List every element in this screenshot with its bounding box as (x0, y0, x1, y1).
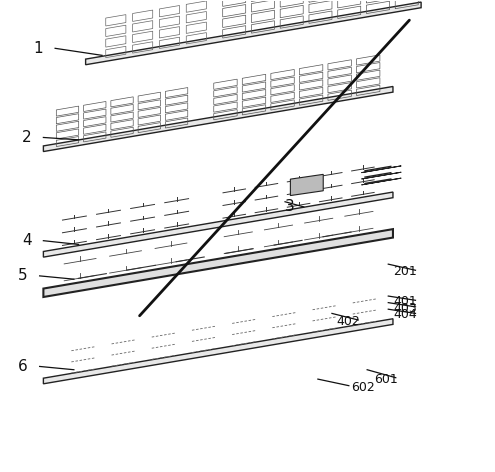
Text: 5: 5 (18, 269, 28, 283)
Polygon shape (361, 172, 401, 179)
Polygon shape (86, 2, 421, 65)
Text: 3: 3 (285, 199, 295, 214)
Text: 2: 2 (22, 130, 32, 145)
Text: 401: 401 (394, 295, 417, 308)
Text: 403: 403 (394, 302, 417, 315)
Polygon shape (44, 192, 393, 257)
Text: 4: 4 (22, 233, 32, 248)
Text: 402: 402 (337, 315, 360, 328)
Text: 404: 404 (394, 308, 417, 321)
Polygon shape (361, 178, 401, 185)
Text: 201: 201 (394, 265, 417, 278)
Polygon shape (361, 166, 401, 173)
Polygon shape (44, 86, 393, 152)
Text: 6: 6 (18, 359, 28, 374)
Text: 602: 602 (351, 380, 375, 394)
Text: 601: 601 (374, 372, 397, 386)
Polygon shape (44, 319, 393, 384)
Text: 1: 1 (34, 41, 44, 56)
Polygon shape (44, 229, 393, 297)
Polygon shape (291, 174, 323, 195)
